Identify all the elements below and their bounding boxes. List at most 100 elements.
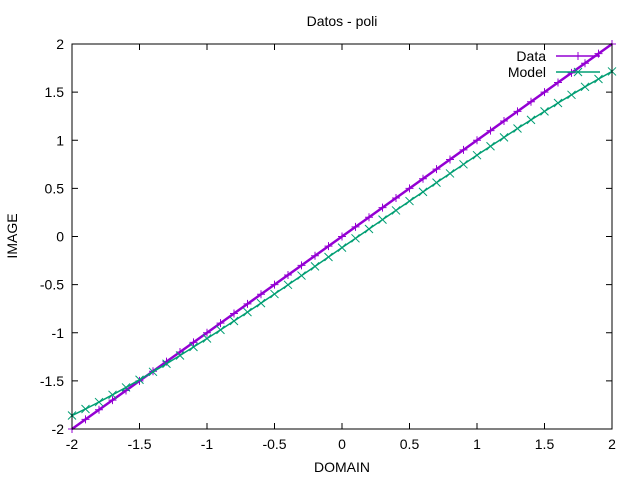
data-point-data bbox=[297, 261, 306, 270]
data-point-data bbox=[365, 213, 373, 222]
data-point-data bbox=[392, 194, 400, 202]
y-tick-label: -2 bbox=[52, 421, 65, 437]
data-point-model bbox=[297, 271, 306, 280]
data-point-model bbox=[364, 224, 374, 234]
data-point-data bbox=[108, 396, 117, 405]
data-point-data bbox=[81, 415, 90, 424]
series-model bbox=[67, 67, 617, 420]
data-point-data bbox=[324, 242, 333, 251]
data-point-model bbox=[283, 280, 293, 290]
data-point-model bbox=[108, 390, 117, 400]
data-point-data bbox=[581, 59, 589, 68]
legend-label-data: Data bbox=[516, 48, 546, 64]
data-point-data bbox=[95, 405, 103, 414]
y-tick-label: -1.5 bbox=[40, 373, 64, 389]
y-tick-label: 1.5 bbox=[45, 84, 65, 100]
data-point-model bbox=[81, 404, 90, 414]
x-tick-label: -1.5 bbox=[127, 436, 151, 452]
data-point-data bbox=[513, 107, 522, 116]
y-tick-label: 0 bbox=[56, 229, 64, 245]
data-point-model bbox=[175, 351, 185, 360]
data-point-data bbox=[459, 145, 468, 154]
data-point-data bbox=[567, 68, 576, 77]
series-line-model bbox=[71, 70, 613, 417]
legend-marker-model bbox=[573, 67, 583, 77]
data-point-model bbox=[540, 107, 549, 116]
data-point-data bbox=[284, 271, 292, 279]
data-point-data bbox=[270, 280, 279, 289]
data-point-model bbox=[229, 316, 239, 326]
data-point-data bbox=[500, 117, 508, 125]
data-point-data bbox=[378, 203, 387, 212]
data-point-model bbox=[337, 243, 347, 253]
data-point-model bbox=[243, 307, 252, 317]
data-point-model bbox=[513, 124, 522, 133]
data-point-model bbox=[189, 342, 198, 352]
legend-label-model: Model bbox=[508, 64, 546, 80]
chart-title: Datos - poli bbox=[307, 13, 378, 29]
x-tick-label: -1 bbox=[201, 436, 214, 452]
data-point-model bbox=[486, 141, 495, 151]
y-tick-label: 0.5 bbox=[45, 180, 65, 196]
data-point-model bbox=[216, 325, 225, 335]
data-point-model bbox=[270, 289, 279, 299]
data-point-data bbox=[243, 299, 252, 308]
data-point-model bbox=[418, 187, 428, 197]
plot-frame bbox=[71, 43, 613, 430]
data-point-data bbox=[432, 165, 441, 174]
data-point-model bbox=[94, 397, 104, 407]
data-point-model bbox=[432, 178, 441, 187]
data-point-data bbox=[486, 126, 495, 135]
data-point-model bbox=[391, 206, 401, 215]
x-tick-label: -0.5 bbox=[262, 436, 286, 452]
x-tick-label: 0.5 bbox=[400, 436, 420, 452]
data-point-data bbox=[554, 78, 562, 87]
x-tick-label: 2 bbox=[608, 436, 616, 452]
data-point-data bbox=[527, 97, 535, 106]
data-point-data bbox=[216, 319, 225, 328]
data-point-model bbox=[324, 252, 333, 262]
data-point-data bbox=[419, 174, 427, 183]
y-tick-label: -0.5 bbox=[40, 277, 64, 293]
data-point-model bbox=[499, 133, 509, 142]
data-point-data bbox=[189, 338, 198, 347]
data-point-model bbox=[553, 98, 563, 108]
data-point-model bbox=[310, 261, 320, 271]
data-point-model bbox=[202, 334, 212, 343]
data-point-data bbox=[203, 328, 211, 337]
y-tick-label: -1 bbox=[52, 325, 65, 341]
data-point-model bbox=[256, 298, 266, 308]
data-point-model bbox=[580, 82, 590, 92]
data-point-data bbox=[540, 88, 549, 97]
data-point-data bbox=[230, 309, 238, 318]
data-point-model bbox=[405, 196, 414, 206]
data-point-data bbox=[338, 232, 346, 241]
y-tick-label: 2 bbox=[56, 36, 64, 52]
data-point-model bbox=[162, 359, 171, 369]
data-point-model bbox=[121, 383, 131, 392]
data-point-data bbox=[405, 184, 414, 193]
data-point-model bbox=[472, 150, 482, 160]
x-tick-label: 1.5 bbox=[535, 436, 555, 452]
y-tick-label: 1 bbox=[56, 132, 64, 148]
data-point-model bbox=[594, 74, 603, 84]
y-axis-label: IMAGE bbox=[4, 213, 20, 258]
data-point-model bbox=[378, 215, 387, 225]
data-point-data bbox=[257, 290, 265, 299]
data-point-model bbox=[567, 90, 576, 100]
x-tick-label: 1 bbox=[473, 436, 481, 452]
data-point-model bbox=[135, 375, 144, 385]
x-tick-label: -2 bbox=[66, 436, 79, 452]
data-point-data bbox=[446, 155, 454, 164]
data-point-model bbox=[351, 233, 360, 243]
x-axis-label: DOMAIN bbox=[314, 459, 370, 475]
data-point-model bbox=[148, 367, 158, 377]
data-point-data bbox=[351, 222, 360, 231]
data-point-data bbox=[311, 251, 319, 260]
x-tick-label: 0 bbox=[338, 436, 346, 452]
data-point-model bbox=[445, 169, 455, 178]
data-point-model bbox=[459, 159, 468, 169]
